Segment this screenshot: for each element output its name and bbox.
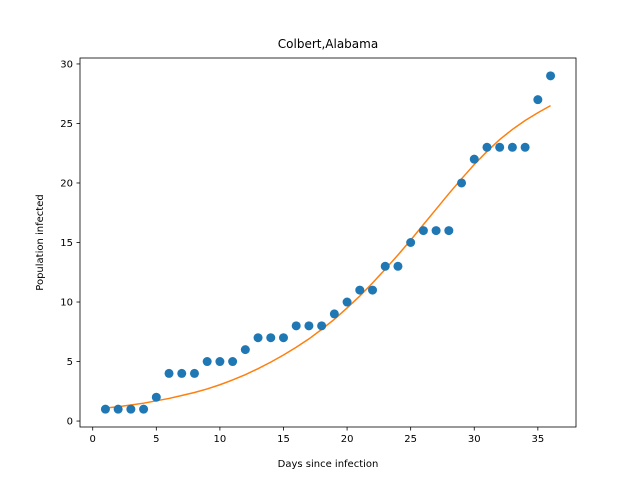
- x-tick-label: 30: [468, 434, 481, 445]
- data-point: [482, 142, 492, 152]
- data-point: [202, 357, 212, 367]
- data-point: [368, 285, 378, 295]
- data-point: [113, 404, 123, 414]
- data-point: [520, 142, 530, 152]
- data-point: [355, 285, 365, 295]
- data-point: [418, 226, 428, 236]
- data-point: [151, 392, 161, 402]
- x-tick-label: 15: [277, 434, 290, 445]
- y-tick-label: 5: [67, 357, 73, 368]
- data-point: [457, 178, 467, 188]
- y-tick-label: 25: [60, 119, 73, 130]
- data-point: [189, 368, 199, 378]
- data-point: [253, 333, 263, 343]
- data-point: [164, 368, 174, 378]
- data-point: [304, 321, 314, 331]
- x-tick-label: 10: [214, 434, 227, 445]
- data-point: [177, 368, 187, 378]
- data-point: [380, 261, 390, 271]
- x-tick-label: 25: [404, 434, 417, 445]
- data-point: [126, 404, 136, 414]
- data-point: [317, 321, 327, 331]
- data-point: [406, 238, 416, 247]
- data-point: [240, 345, 250, 355]
- data-point: [393, 261, 403, 271]
- data-point: [139, 404, 149, 414]
- y-axis-label: Population infected: [35, 194, 46, 290]
- data-point: [100, 404, 110, 414]
- data-point: [507, 142, 517, 152]
- y-tick-label: 0: [67, 417, 73, 428]
- x-axis: 0 5 10 15 20 25 30 35: [90, 427, 544, 445]
- y-tick-label: 15: [60, 238, 73, 249]
- plot-area: [79, 57, 577, 428]
- data-point: [546, 71, 556, 81]
- chart-title: Colbert,Alabama: [278, 37, 378, 51]
- y-tick-label: 30: [60, 59, 73, 70]
- data-point: [431, 226, 441, 236]
- x-tick-label: 20: [341, 434, 354, 445]
- data-point: [444, 226, 454, 236]
- data-point: [266, 333, 276, 343]
- y-tick-label: 20: [60, 178, 73, 189]
- x-tick-label: 35: [531, 434, 544, 445]
- data-point: [469, 154, 479, 164]
- data-point: [329, 309, 339, 319]
- y-axis: 0 5 10 15 20 25 30: [60, 59, 80, 428]
- data-point: [291, 321, 301, 331]
- x-tick-label: 5: [153, 434, 159, 445]
- x-axis-label: Days since infection: [278, 459, 379, 470]
- x-tick-label: 0: [90, 434, 96, 445]
- y-tick-label: 10: [60, 298, 73, 309]
- data-point: [495, 142, 505, 152]
- data-point: [228, 357, 238, 367]
- series-layer: [100, 71, 556, 414]
- data-point: [215, 357, 225, 367]
- data-point: [278, 333, 288, 343]
- data-point: [533, 95, 543, 105]
- data-point: [342, 297, 352, 307]
